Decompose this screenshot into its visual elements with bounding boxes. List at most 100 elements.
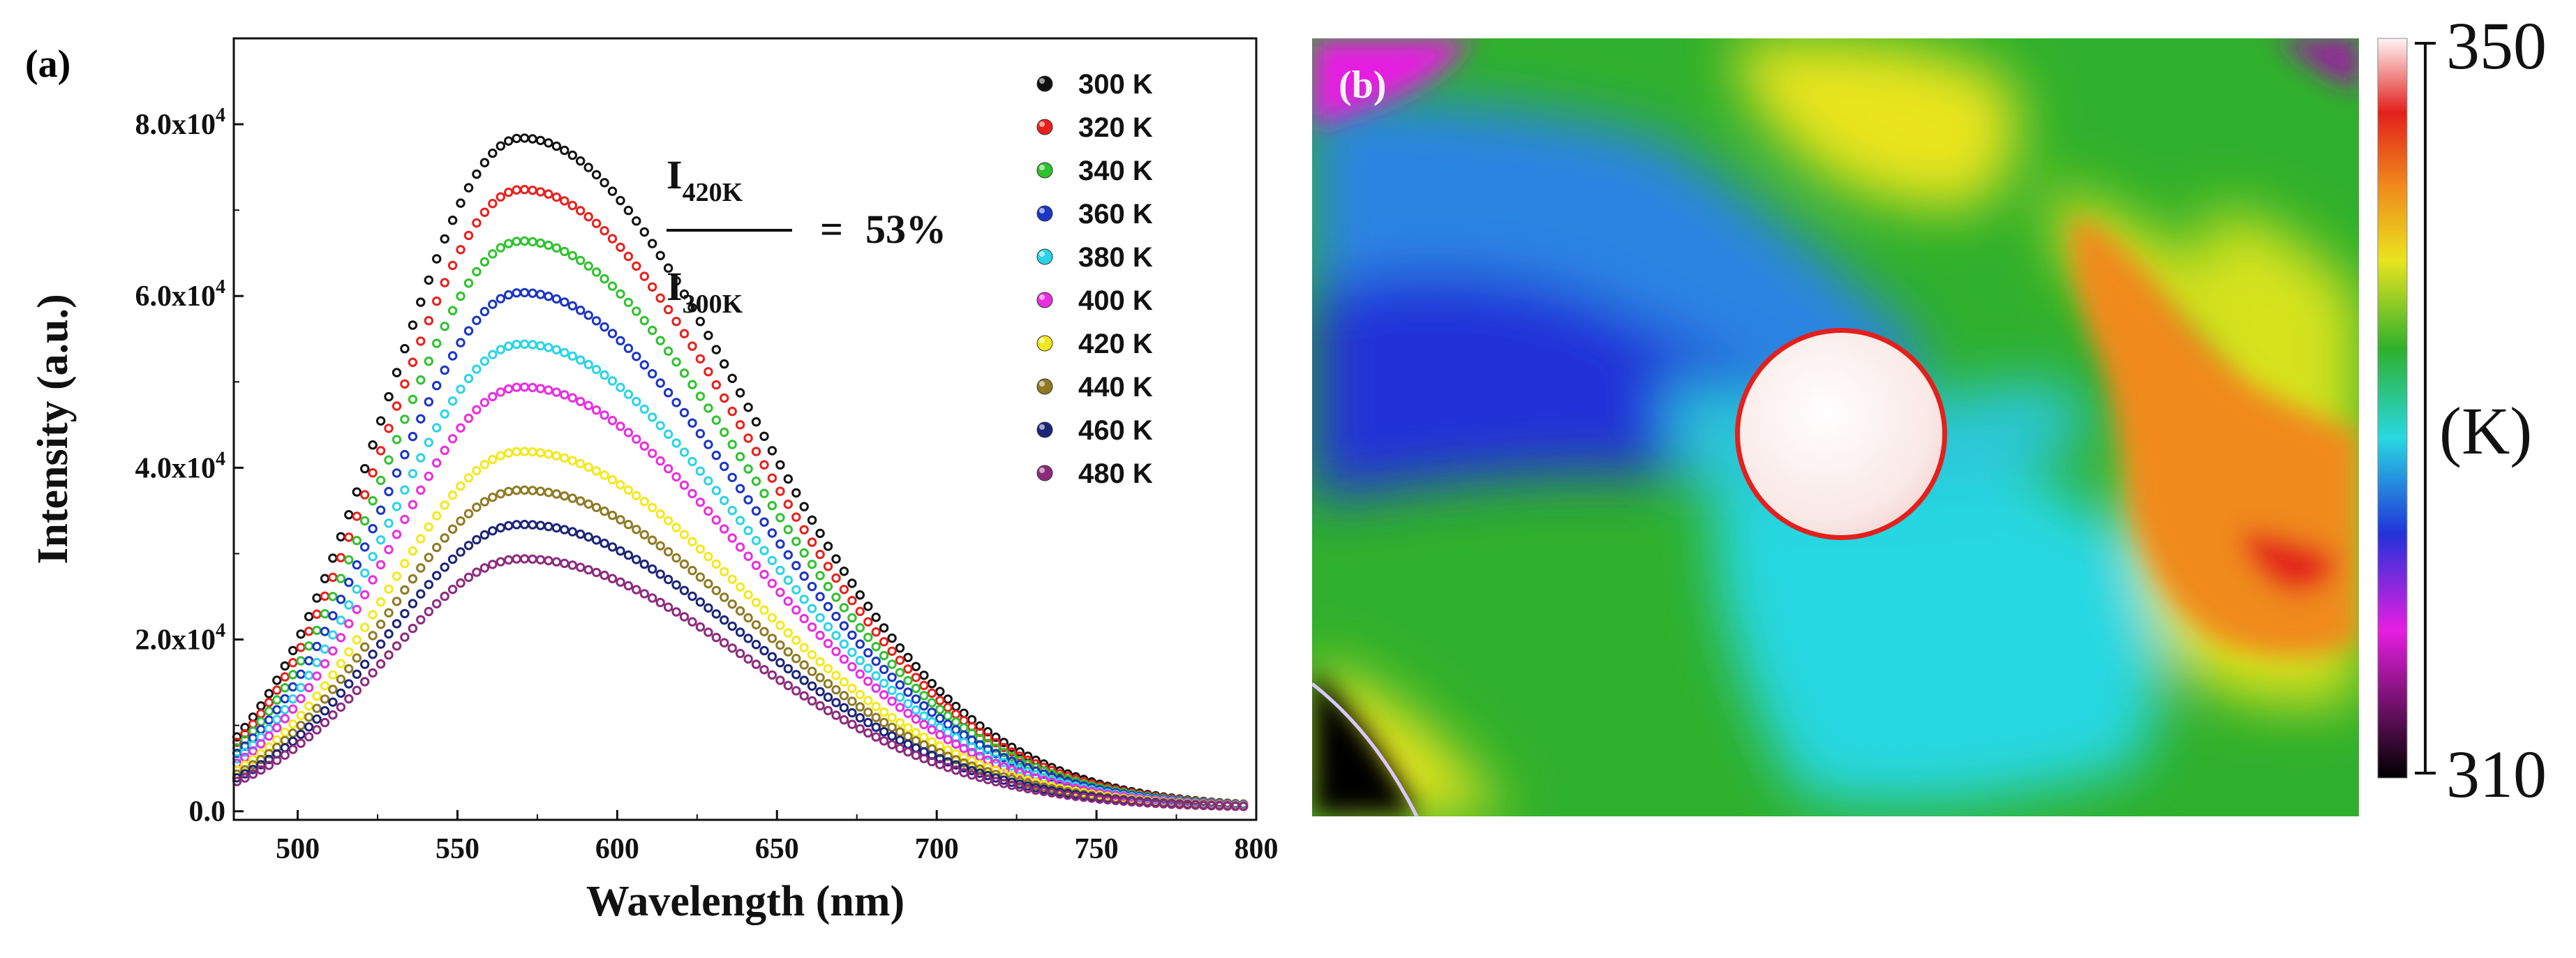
data-point [639, 589, 649, 599]
data-point [479, 563, 490, 573]
y-tick-label: 4.0x104 [135, 448, 226, 484]
data-point [807, 581, 817, 592]
data-point [871, 657, 881, 666]
data-point [767, 578, 777, 588]
data-point [1015, 768, 1025, 778]
data-point [408, 599, 418, 608]
data-point [544, 521, 553, 532]
data-point [400, 514, 410, 525]
data-point [895, 718, 905, 728]
data-point [440, 234, 449, 244]
data-point [368, 650, 378, 659]
data-point [639, 360, 649, 370]
data-point [895, 703, 905, 712]
data-point [807, 696, 817, 706]
data-point [375, 560, 386, 570]
data-point [775, 620, 785, 630]
data-point [967, 770, 977, 780]
data-point [607, 510, 618, 521]
data-point [863, 664, 873, 673]
data-point [767, 528, 777, 538]
legend-marker [1036, 292, 1053, 308]
data-point [432, 254, 442, 264]
data-point [328, 630, 338, 640]
data-point [432, 599, 442, 608]
data-point [312, 593, 322, 603]
x-tick-label: 500 [276, 833, 320, 865]
data-point [567, 351, 577, 361]
data-point [767, 613, 777, 623]
data-point [951, 709, 961, 719]
data-point [639, 315, 649, 326]
colorbar-min-label: 310 [2446, 737, 2547, 811]
data-point [368, 440, 378, 450]
data-point [567, 493, 577, 503]
data-point [687, 303, 697, 313]
data-point [320, 717, 330, 728]
data-point [959, 743, 969, 754]
data-point [408, 320, 418, 330]
data-point [632, 261, 641, 271]
data-point [583, 359, 593, 370]
data-point [663, 574, 673, 585]
data-point [607, 416, 618, 426]
data-point [935, 730, 945, 740]
data-point [839, 621, 849, 631]
data-point [823, 601, 833, 612]
data-point [336, 615, 346, 625]
data-point [727, 533, 737, 543]
data-point [512, 185, 521, 195]
data-point [687, 380, 697, 389]
data-point [703, 476, 713, 486]
data-point [895, 668, 905, 678]
data-point [416, 563, 426, 573]
data-point [687, 537, 697, 547]
data-point [424, 471, 433, 481]
data-point [440, 322, 449, 331]
data-point [951, 739, 961, 749]
data-point [639, 530, 649, 539]
data-point [632, 352, 641, 361]
data-point [743, 525, 753, 536]
data-point [591, 567, 602, 578]
data-point [703, 440, 713, 449]
data-point [280, 705, 290, 714]
data-point [687, 617, 697, 627]
data-point [943, 703, 953, 712]
data-point [272, 723, 282, 733]
data-point [504, 341, 514, 351]
data-point [392, 530, 402, 539]
data-point [663, 602, 673, 612]
data-point [600, 178, 609, 188]
data-point [440, 500, 449, 510]
data-point [607, 281, 618, 291]
data-point [767, 634, 777, 643]
data-point [648, 239, 657, 248]
legend-label: 400 K [1078, 285, 1153, 316]
data-point [663, 464, 673, 474]
data-point [384, 608, 394, 618]
data-point [927, 679, 937, 689]
data-point [823, 692, 833, 702]
data-point [576, 562, 586, 572]
data-point [280, 661, 290, 671]
legend-marker [1036, 465, 1053, 481]
data-point [759, 645, 769, 656]
data-point [512, 382, 521, 392]
data-point [567, 250, 577, 261]
data-point [927, 708, 937, 717]
series-460k [232, 520, 1249, 811]
data-point [528, 288, 537, 298]
data-point [903, 708, 913, 719]
data-point [384, 391, 394, 402]
data-point [288, 658, 298, 668]
annotation-value: 53% [865, 207, 946, 252]
data-point [560, 558, 569, 569]
data-point [711, 632, 722, 643]
data-point [408, 431, 418, 442]
data-point [288, 682, 298, 692]
data-point [671, 317, 681, 327]
data-point [432, 511, 442, 521]
data-point [440, 278, 449, 287]
data-point [544, 189, 553, 199]
